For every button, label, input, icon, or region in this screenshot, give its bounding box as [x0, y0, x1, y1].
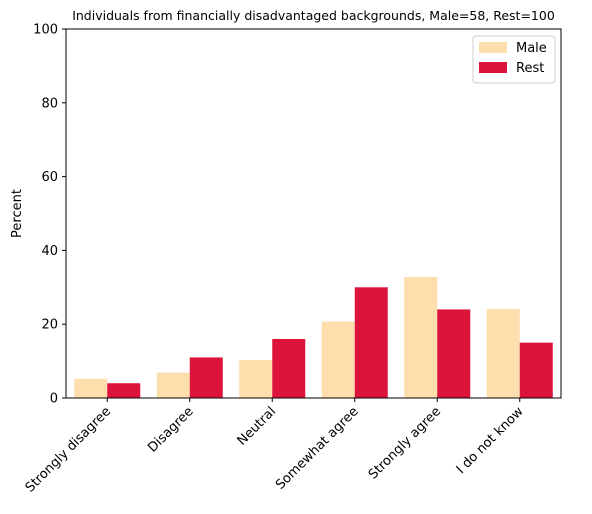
chart-title: Individuals from financially disadvantag… — [72, 8, 555, 23]
y-tick-label: 60 — [41, 170, 58, 185]
bar-male-3 — [322, 322, 355, 398]
y-axis: 0 20 40 60 80 100 — [33, 23, 66, 407]
y-tick-label: 20 — [41, 318, 58, 333]
bar-rest-2 — [272, 339, 305, 398]
bars-group — [74, 277, 553, 398]
x-tick-label: Neutral — [235, 404, 280, 449]
bar-rest-4 — [437, 309, 470, 398]
legend-swatch-male — [479, 42, 507, 53]
y-axis-label: Percent — [10, 189, 25, 238]
bar-rest-3 — [355, 287, 388, 398]
bar-male-2 — [239, 360, 272, 398]
y-tick-label: 100 — [33, 23, 58, 38]
legend-label-male: Male — [516, 41, 547, 56]
legend-label-rest: Rest — [516, 61, 544, 76]
bar-rest-1 — [190, 357, 223, 398]
x-tick-label: Strongly agree — [366, 404, 444, 482]
x-tick-label: Disagree — [145, 404, 196, 455]
x-axis: Strongly disagree Disagree NeutralSomewhat… — [23, 398, 527, 496]
bar-male-1 — [157, 373, 190, 398]
bar-rest-5 — [520, 343, 553, 398]
x-tick-label: I do not know — [454, 404, 527, 477]
bar-male-0 — [74, 379, 107, 398]
x-tick-label: Strongly disagree — [23, 404, 114, 495]
legend-swatch-rest — [479, 62, 507, 73]
bar-male-4 — [404, 277, 437, 398]
bar-rest-0 — [107, 383, 140, 398]
x-tick-label: Somewhat agree — [273, 404, 362, 493]
y-tick-label: 80 — [41, 96, 58, 111]
y-tick-label: 40 — [41, 244, 58, 259]
legend: Male Rest — [473, 36, 555, 83]
y-tick-label: 0 — [50, 392, 58, 407]
bar-male-5 — [487, 309, 520, 398]
